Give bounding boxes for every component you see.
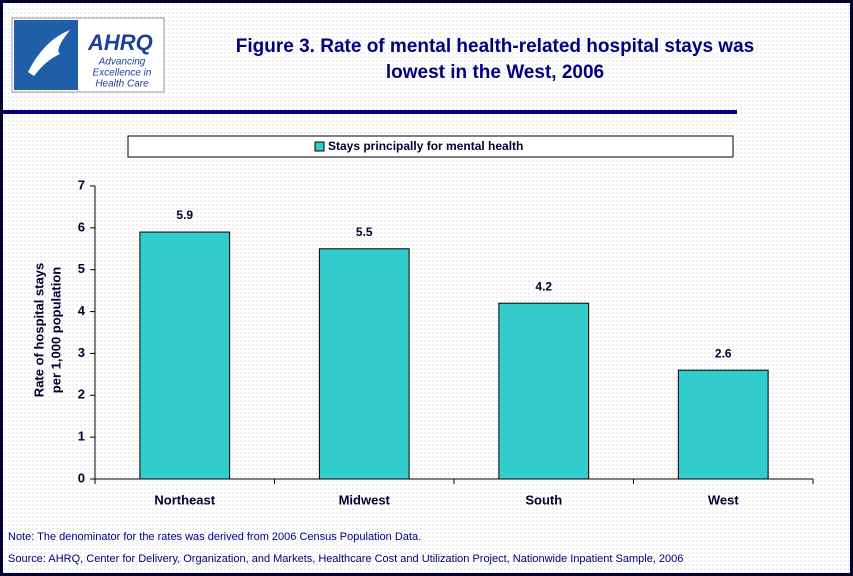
y-tick-label: 6 — [78, 219, 85, 234]
data-label: 2.6 — [715, 346, 732, 360]
y-tick-label: 5 — [78, 261, 85, 276]
x-tick-label: South — [525, 492, 562, 507]
note: Note: The denominator for the rates was … — [8, 531, 421, 543]
logo-eagle — [28, 30, 70, 76]
data-label: 5.5 — [356, 225, 373, 239]
bar — [498, 302, 590, 480]
logo: AHRQ Advancing Excellence in Health Care — [11, 17, 165, 93]
logo-text: Advancing — [98, 57, 146, 68]
y-axis-title-line: per 1,000 population — [48, 267, 63, 393]
y-tick-label: 3 — [78, 345, 85, 360]
bar — [139, 231, 231, 480]
y-tick-label: 4 — [78, 303, 86, 318]
x-tick-label: West — [708, 492, 739, 507]
logo-text: Health Care — [95, 79, 149, 90]
y-axis-title-line: Rate of hospital stays — [31, 263, 46, 397]
header-rule — [3, 110, 737, 114]
y-tick-label: 7 — [78, 177, 85, 192]
y-tick-label: 1 — [78, 429, 85, 444]
data-label: 5.9 — [176, 208, 193, 222]
chart-title: lowest in the West, 2006 — [386, 62, 604, 83]
x-tick-label: Northeast — [154, 492, 215, 507]
data-label: 4.2 — [535, 279, 552, 293]
logo-name: AHRQ — [87, 30, 153, 55]
y-tick-label: 2 — [78, 387, 85, 402]
chart-title: Figure 3. Rate of mental health-related … — [236, 36, 754, 57]
legend-swatch — [314, 141, 325, 152]
x-tick-label: Midwest — [339, 492, 391, 507]
y-tick-label: 0 — [78, 470, 85, 485]
legend-label: Stays principally for mental health — [328, 139, 523, 153]
y-axis-title: Rate of hospital stays per 1,000 populat… — [31, 263, 63, 397]
bar — [677, 369, 769, 480]
logo-text: Excellence in — [93, 68, 152, 79]
bar — [318, 248, 410, 480]
legend-box — [127, 135, 734, 158]
source: Source: AHRQ, Center for Delivery, Organ… — [8, 553, 683, 565]
chart: AHRQ Advancing Excellence in Health Care… — [3, 17, 814, 565]
